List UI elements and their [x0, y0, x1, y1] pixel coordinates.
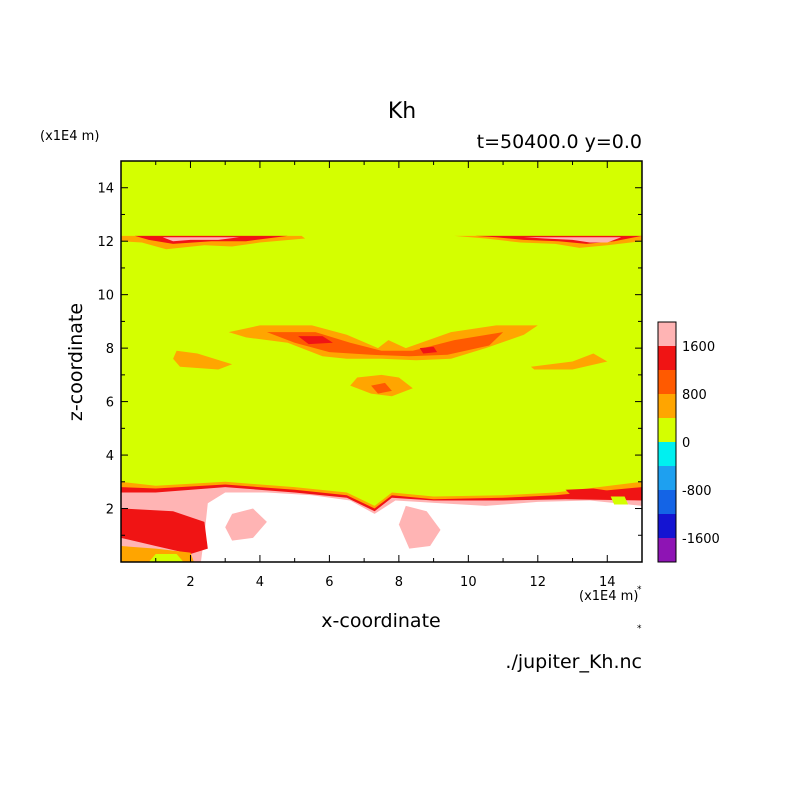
- x-tick-label: 4: [256, 575, 264, 590]
- x-axis-label: x-coordinate: [321, 610, 441, 632]
- colorbar-segment: [658, 538, 676, 562]
- chart-title: Kh: [387, 99, 417, 124]
- axis-marker-glyph: *: [637, 624, 642, 634]
- plot-area: [120, 160, 643, 563]
- colorbar-segment: [658, 370, 676, 394]
- axis-marker-glyph: *: [637, 585, 642, 595]
- contour-region-mid-wing-spot-left: [298, 336, 333, 345]
- contour-region-mid-blob-center-red: [371, 382, 392, 394]
- contour-region-mid-wing-red: [266, 332, 504, 357]
- y-tick-label: 2: [106, 503, 114, 518]
- chart-subtitle: t=50400.0 y=0.0: [476, 131, 642, 153]
- contour-region-mid-wing-spot-right: [419, 346, 438, 354]
- contour-region-side-blob-right: [530, 353, 608, 370]
- contour-region-bottom-left-red-core: [121, 508, 208, 554]
- source-filename: ./jupiter_Kh.nc: [505, 651, 642, 673]
- x-tick-label: 6: [325, 575, 333, 590]
- contour-region-bottom-pink-island-1: [225, 508, 267, 541]
- contour-region-upper-band-right-pink: [523, 237, 622, 243]
- contour-region-bottom-right-yellow: [610, 496, 629, 505]
- colorbar-segment: [658, 322, 676, 346]
- colorbar-segment: [658, 490, 676, 514]
- x-tick-label: 14: [599, 575, 616, 590]
- colorbar-segment: [658, 514, 676, 538]
- colorbar-tick-label: 800: [682, 388, 707, 403]
- colorbar-segment: [658, 394, 676, 418]
- x-tick-label: 12: [530, 575, 547, 590]
- x-tick-label: 10: [460, 575, 477, 590]
- colorbar: -1600 -800 0 800 1600: [657, 321, 720, 563]
- plot-frame: [120, 160, 643, 563]
- contour-region-bottom-pink-island-2: [398, 505, 441, 549]
- colorbar-tick-label: 0: [682, 436, 690, 451]
- y-tick-label: 6: [106, 396, 114, 411]
- x-axis: 2 4 6 8 10 12 14: [155, 161, 616, 590]
- colorbar-segment: [658, 466, 676, 490]
- x-axis-unit-label: (x1E4 m): [579, 589, 639, 604]
- y-tick-label: 14: [97, 182, 114, 197]
- contour-region-bottom-right-red: [565, 488, 622, 498]
- colorbar-tick-label: 1600: [682, 340, 715, 355]
- x-tick-label: 2: [186, 575, 194, 590]
- x-tick-label: 8: [395, 575, 403, 590]
- colorbar-frame: [657, 321, 677, 563]
- contour-region-bottom-left-yellow: [148, 554, 184, 562]
- colorbar-tick-label: -800: [682, 484, 712, 499]
- y-tick-label: 8: [106, 342, 114, 357]
- colorbar-segment: [658, 442, 676, 466]
- colorbar-tick-label: -1600: [682, 532, 720, 547]
- y-tick-label: 10: [97, 289, 114, 304]
- contour-region-upper-band-left-pink: [162, 237, 240, 242]
- y-axis-unit-label: (x1E4 m): [40, 129, 100, 144]
- contour-region-side-blob-left: [173, 350, 233, 370]
- y-axis: 2 4 6 8 10 12 14: [97, 182, 642, 536]
- y-tick-label: 4: [106, 449, 114, 464]
- axis-markers: **: [637, 585, 642, 634]
- y-tick-label: 12: [97, 235, 114, 250]
- colorbar-segment: [658, 418, 676, 442]
- colorbar-segment: [658, 346, 676, 370]
